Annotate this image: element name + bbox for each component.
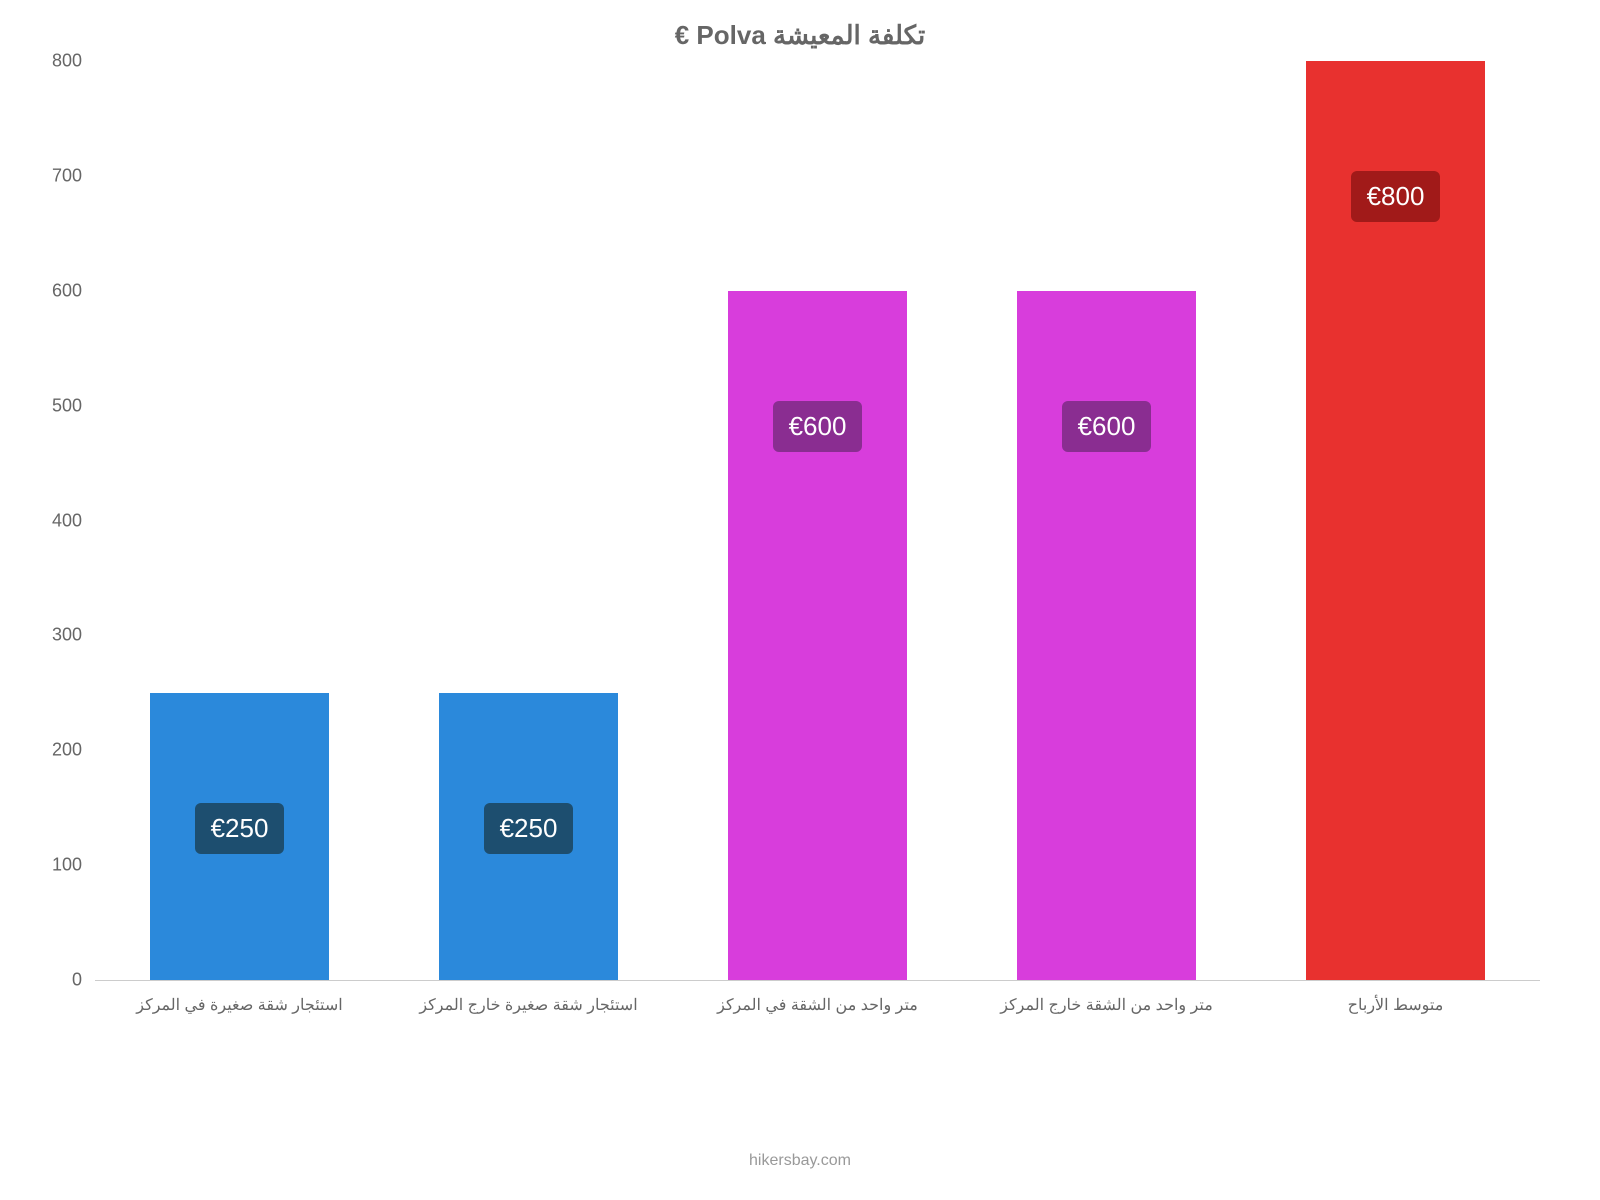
bar-slot: €250 (95, 61, 384, 980)
x-axis-label: استئجار شقة صغيرة في المركز (95, 995, 384, 1015)
y-tick: 600 (52, 280, 82, 301)
bar-value-label: €250 (195, 803, 285, 854)
y-tick: 0 (72, 970, 82, 991)
x-axis-label: استئجار شقة صغيرة خارج المركز (384, 995, 673, 1015)
plot-area: 0100200300400500600700800 €250€250€600€6… (95, 61, 1540, 981)
x-axis: استئجار شقة صغيرة في المركزاستئجار شقة ص… (95, 995, 1540, 1015)
x-axis-label: متوسط الأرباح (1251, 995, 1540, 1015)
bar: €600 (728, 291, 907, 980)
bar-slot: €800 (1251, 61, 1540, 980)
bar: €250 (439, 693, 618, 980)
chart-title: € Polva تكلفة المعيشة (40, 20, 1560, 51)
bar-slot: €600 (962, 61, 1251, 980)
bars-region: €250 €250 €600 €600 €800 (95, 61, 1540, 980)
bar-value-label: €800 (1351, 171, 1441, 222)
bar-slot: €250 (384, 61, 673, 980)
x-axis-label: متر واحد من الشقة في المركز (673, 995, 962, 1015)
bar-slot: €600 (673, 61, 962, 980)
y-tick: 100 (52, 855, 82, 876)
bar-value-label: €600 (773, 401, 863, 452)
y-tick: 700 (52, 165, 82, 186)
y-tick: 200 (52, 740, 82, 761)
bar-value-label: €250 (484, 803, 574, 854)
y-tick: 500 (52, 395, 82, 416)
bar: €800 (1306, 61, 1485, 980)
chart-container: € Polva تكلفة المعيشة 0 100 200 300 400 500 60… (40, 20, 1560, 1100)
attribution: hikersbay.com (0, 1152, 1600, 1170)
bar: €600 (1017, 291, 1196, 980)
y-axis: 0100200300400500600700800 (40, 61, 90, 980)
x-axis-label: متر واحد من الشقة خارج المركز (962, 995, 1251, 1015)
bar: €250 (150, 693, 329, 980)
bar-value-label: €600 (1062, 401, 1152, 452)
y-tick: 300 (52, 625, 82, 646)
y-tick: 800 (52, 51, 82, 72)
y-tick: 400 (52, 510, 82, 531)
